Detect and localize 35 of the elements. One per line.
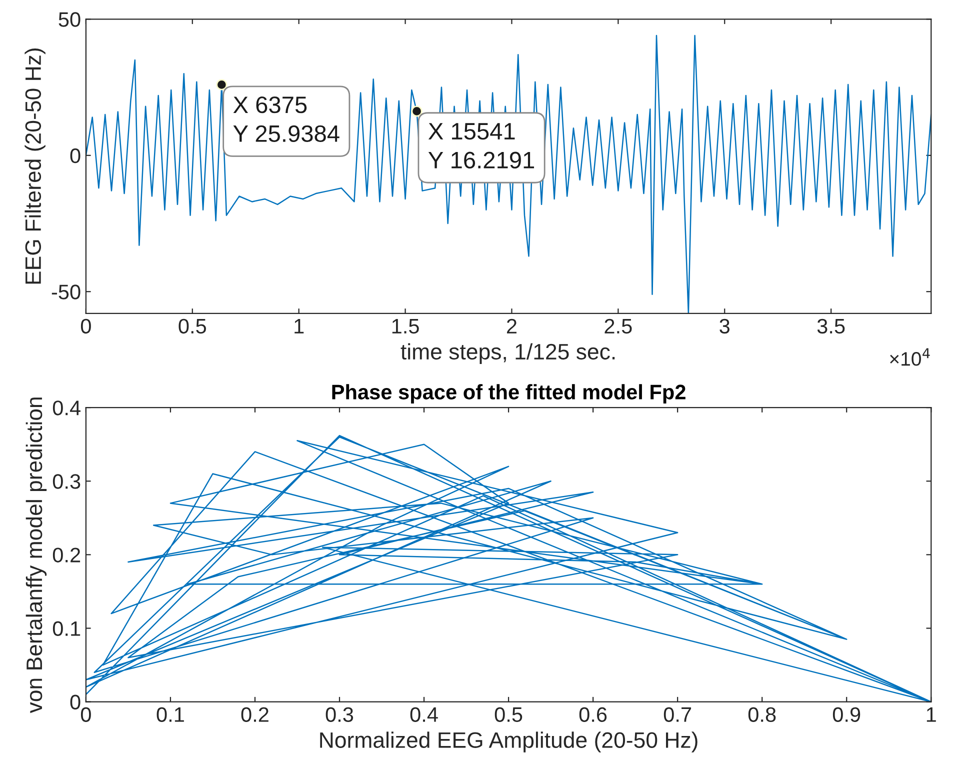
x-tick-label: 3 — [720, 318, 730, 334]
y-tick-label: 0.1 — [52, 621, 80, 636]
y-axis-title: EEG Filtered (20-50 Hz) — [24, 48, 46, 284]
x-tick-label: 1 — [294, 319, 304, 334]
x-tick-label: 0.2 — [241, 707, 268, 722]
x-tick-label: 0.6 — [579, 707, 607, 722]
y-tick-label: 0 — [70, 694, 80, 710]
x-axis-title: Normalized EEG Amplitude (20-50 Hz) — [320, 732, 698, 752]
x-tick-label: 0.7 — [664, 707, 692, 722]
y-tick-label: 0.4 — [52, 400, 80, 416]
x-tick-label: 0.5 — [494, 707, 522, 722]
x-tick-label: 2 — [506, 318, 516, 334]
x-tick-label: 0.4 — [410, 707, 438, 722]
chart-title: Phase space of the fitted model Fp2 — [332, 384, 686, 404]
y-tick-label: 0 — [70, 148, 80, 164]
x-tick-label: 3.5 — [817, 318, 845, 334]
y-tick-label: 0.2 — [52, 548, 80, 562]
y-tick-label: -50 — [52, 284, 80, 300]
y-axis-title: von Bertalanffy model prediction — [26, 398, 47, 714]
y-tick-label: 50 — [58, 12, 80, 27]
y-tick-label: 0.3 — [52, 474, 80, 489]
annotation: X 6375 Y 25.9384 — [233, 96, 340, 142]
x-tick-label: 1.5 — [392, 319, 419, 334]
x-tick-label: 0.1 — [156, 707, 184, 722]
x-tick-label: 0.3 — [326, 707, 354, 722]
x-tick-label: 2.5 — [604, 318, 632, 334]
x-tick-label: 0.5 — [178, 318, 206, 334]
text: ×10$^{4}$ — [890, 348, 930, 366]
x-tick-label: 0 — [80, 318, 91, 334]
x-tick-label: 1 — [926, 707, 936, 722]
x-axis-title: time steps, 1/125 sec. — [400, 343, 615, 364]
annotation: X 15541 Y 16.2191 — [428, 123, 534, 169]
x-tick-label: 0.9 — [832, 707, 860, 722]
x-tick-label: 0 — [80, 707, 91, 722]
x-tick-label: 0.8 — [748, 707, 776, 722]
